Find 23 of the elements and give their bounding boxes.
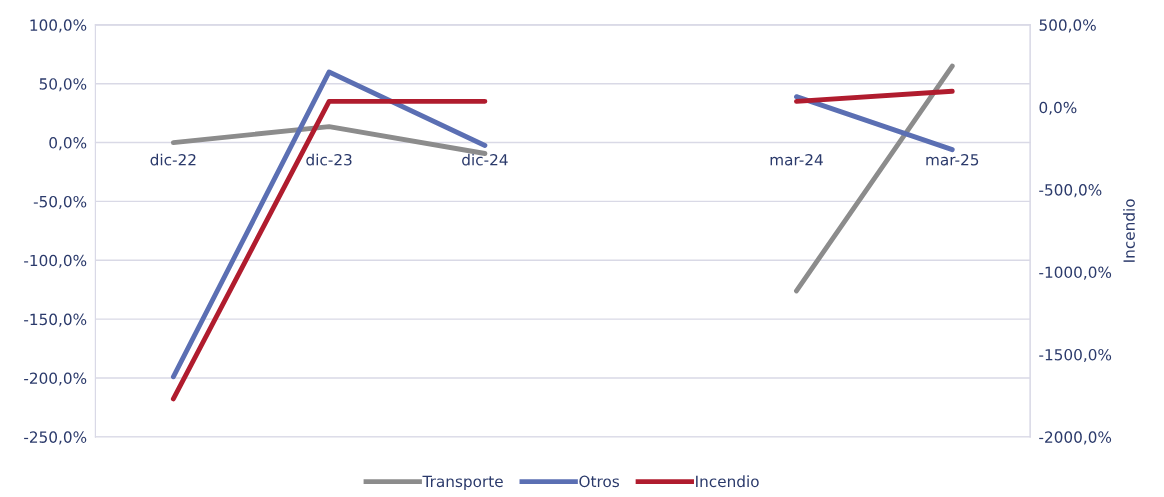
y2-tick-label: 0,0% (1039, 101, 1077, 115)
y-tick-label: -200,0% (24, 372, 87, 386)
x-tick-label: mar-24 (770, 153, 823, 166)
legend-label: Incendio (696, 475, 759, 488)
y-tick-label: 0,0% (49, 137, 87, 151)
y2-tick-label: -1500,0% (1039, 348, 1112, 363)
y2-tick-label: -2000,0% (1039, 431, 1112, 445)
y-tick-label: 50,0% (39, 78, 87, 92)
y2-axis-title: Incendio (1123, 199, 1135, 262)
y-tick-label: -50,0% (33, 195, 87, 210)
y2-tick-label: -1000,0% (1039, 266, 1112, 280)
x-tick-label: mar-25 (926, 153, 979, 166)
y2-tick-label: 500,0% (1039, 19, 1096, 33)
y-tick-label: 100,0% (30, 19, 87, 33)
x-tick-label: dic-22 (150, 153, 196, 166)
y2-tick-label: -500,0% (1039, 184, 1102, 198)
y-tick-label: -250,0% (24, 431, 87, 445)
legend-label: Otros (579, 475, 619, 488)
legend-label: Transporte (422, 475, 503, 491)
x-tick-label: dic-24 (462, 153, 508, 166)
y-tick-label: -100,0% (24, 254, 87, 268)
x-tick-label: dic-23 (306, 153, 352, 166)
y-tick-label: -150,0% (24, 313, 87, 327)
